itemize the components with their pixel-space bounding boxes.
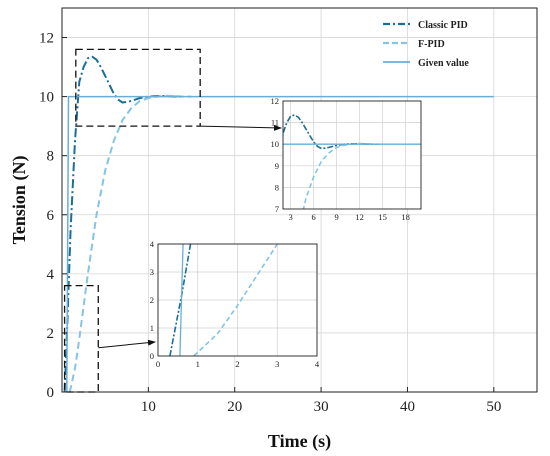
- legend-label: Classic PID: [418, 20, 468, 31]
- inset-y-tick-label: 7: [275, 204, 279, 214]
- x-tick-label: 30: [314, 399, 329, 415]
- inset-background: [283, 101, 421, 209]
- x-tick-label: 20: [227, 399, 242, 415]
- y-tick-label: 8: [47, 149, 55, 165]
- inset-x-tick-label: 3: [275, 359, 279, 369]
- inset-x-tick-label: 9: [335, 212, 339, 222]
- legend-label: Given value: [418, 58, 469, 69]
- inset-y-tick-label: 4: [150, 239, 155, 249]
- zoom-arrow-startup: [98, 339, 156, 349]
- series-line-f-pid: [68, 94, 192, 393]
- legend: Classic PID F-PID Given value: [383, 20, 469, 69]
- inset-y-tick-label: 1: [150, 323, 154, 333]
- zoom-arrow-steady-state: [200, 124, 282, 131]
- inset-x-tick-label: 0: [156, 359, 160, 369]
- plot-frame: [61, 7, 538, 393]
- inset-frame: [157, 243, 318, 357]
- inset-x-tick-label: 6: [312, 212, 316, 222]
- inset-series-line: [283, 114, 375, 150]
- y-tick-label: 6: [47, 208, 55, 224]
- y-tick-label: 0: [47, 385, 55, 401]
- inset-startup: 0 1 2 3 4 0 1 2 3 4: [150, 239, 320, 369]
- inset-series-line: [179, 244, 184, 356]
- inset-y-tick-label: 9: [275, 161, 279, 171]
- inset-frame: [282, 100, 422, 210]
- zoom-box-steady-state: [75, 48, 201, 127]
- inset-y-tick-label: 11: [271, 118, 279, 128]
- series-line-given-value: [66, 95, 494, 393]
- series-line-classic-pid: [63, 55, 183, 393]
- inset-y-tick-label: 2: [150, 295, 154, 305]
- y-tick-label: 10: [39, 90, 54, 106]
- inset-y-tick-label: 10: [271, 139, 280, 149]
- inset-x-tick-label: 1: [196, 359, 200, 369]
- x-tick-label: 40: [400, 399, 415, 415]
- x-axis-label: Time (s): [268, 431, 331, 452]
- inset-y-tick-label: 8: [275, 182, 279, 192]
- y-tick-label: 12: [39, 31, 54, 47]
- inset-series-group: [283, 114, 421, 209]
- x-tick-label: 10: [141, 399, 156, 415]
- inset-y-tick-label: 12: [271, 96, 280, 106]
- inset-x-tick-label: 3: [289, 212, 293, 222]
- inset-x-tick-label: 18: [401, 212, 410, 222]
- inset-steady-state: 3 6 9 12 15 18 7 8 9 10 11 12: [271, 96, 422, 222]
- inset-series-line: [193, 244, 279, 356]
- x-tick-label: 50: [486, 399, 501, 415]
- y-tick-label: 2: [47, 326, 55, 342]
- y-axis-label: Tension (N): [9, 156, 30, 245]
- inset-x-tick-label: 2: [235, 359, 239, 369]
- inset-x-tick-label: 4: [315, 359, 320, 369]
- inset-series-group: [169, 244, 279, 356]
- zoom-box-startup: [63, 285, 99, 393]
- inset-y-tick-label: 0: [150, 351, 154, 361]
- y-tick-label: 4: [47, 267, 55, 283]
- inset-x-tick-label: 12: [355, 212, 364, 222]
- series-group: [63, 55, 494, 393]
- inset-x-tick-label: 15: [378, 212, 387, 222]
- inset-y-tick-label: 3: [150, 267, 154, 277]
- legend-label: F-PID: [418, 39, 445, 50]
